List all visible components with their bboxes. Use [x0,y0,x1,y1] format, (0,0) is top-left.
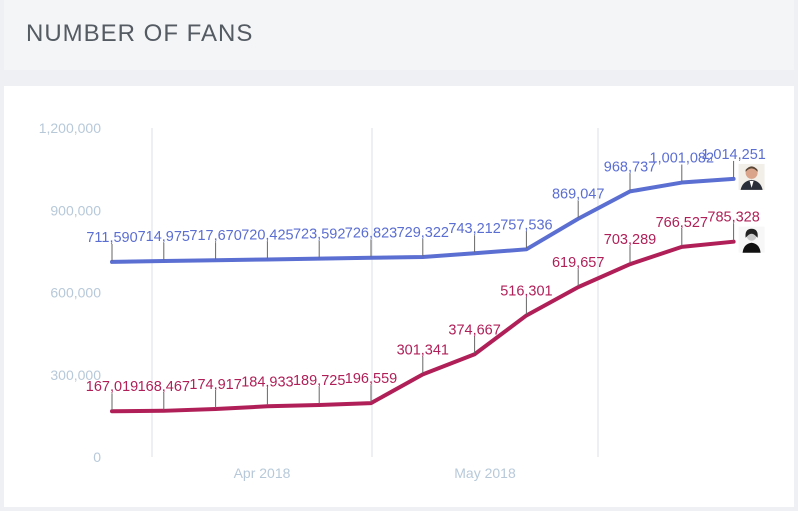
avatar-face [745,166,758,179]
chart-header: NUMBER OF FANS [4,0,794,70]
data-point [318,403,321,407]
avatar-hair [745,228,758,238]
chart-title: NUMBER OF FANS [26,20,254,47]
data-point [110,260,114,264]
series-0: 711,590 714,975 717,670 720,425 723,592 726,8… [86,147,766,264]
data-label: 757,536 [500,217,552,233]
data-point [628,190,632,193]
data-label: 785,328 [707,210,759,226]
woman-portrait-icon [738,226,765,253]
data-point [525,314,528,317]
data-label: 516,301 [500,283,552,299]
data-label: 703,289 [604,232,656,248]
data-label: 968,737 [604,159,656,175]
avatar-body [742,242,761,253]
y-tick-label: 0 [93,449,101,465]
data-point [214,259,217,262]
data-label: 374,667 [448,322,500,338]
data-point [110,410,114,413]
data-point [732,177,735,181]
man-portrait-icon [738,163,765,190]
data-point [680,245,683,249]
data-label: 717,670 [189,228,241,244]
data-label: 167,019 [86,379,138,395]
data-label: 619,657 [552,255,604,271]
data-point [628,262,632,266]
data-label: 1,001,082 [650,151,715,167]
data-point [732,240,735,243]
data-point [266,405,269,408]
data-point [473,353,476,356]
data-label: 720,425 [241,227,293,243]
data-point [421,373,424,376]
data-point [369,401,373,405]
y-tick-label: 1,200,000 [39,120,101,136]
data-label: 743,212 [448,221,500,237]
data-point [421,255,424,259]
data-point [162,259,165,263]
data-label: 301,341 [397,342,449,358]
avatar-hair [745,166,758,172]
data-point [473,252,476,255]
x-tick-label: May 2018 [454,465,516,481]
data-label: 196,559 [345,371,397,387]
data-label: 184,933 [241,374,293,390]
data-label: 723,592 [293,227,345,243]
data-point [680,181,683,184]
chart-panel [4,86,794,507]
data-label: 766,527 [656,215,708,231]
data-point [525,248,528,251]
data-point [266,258,269,261]
data-point [577,217,580,220]
y-tick-label: 600,000 [50,285,101,301]
y-tick-label: 300,000 [50,367,101,383]
data-point [214,407,217,411]
x-tick-label: Apr 2018 [234,465,291,481]
data-label: 869,047 [552,187,604,203]
data-label: 168,467 [138,379,190,395]
data-label: 174,917 [189,377,241,393]
data-point [577,285,580,289]
data-point [369,256,373,259]
data-point [162,409,165,413]
data-label: 711,590 [86,230,137,246]
data-label: 189,725 [293,373,345,389]
data-label: 729,322 [397,225,449,241]
data-point [318,257,321,260]
series-1: 167,019 168,467 174,917 184,933 189,725 196,5… [86,210,765,414]
data-label: 714,975 [138,229,190,245]
data-label: 726,823 [345,226,397,242]
data-label: 1,014,251 [701,147,766,163]
y-tick-label: 900,000 [50,202,101,218]
avatar-shirt [749,180,754,188]
